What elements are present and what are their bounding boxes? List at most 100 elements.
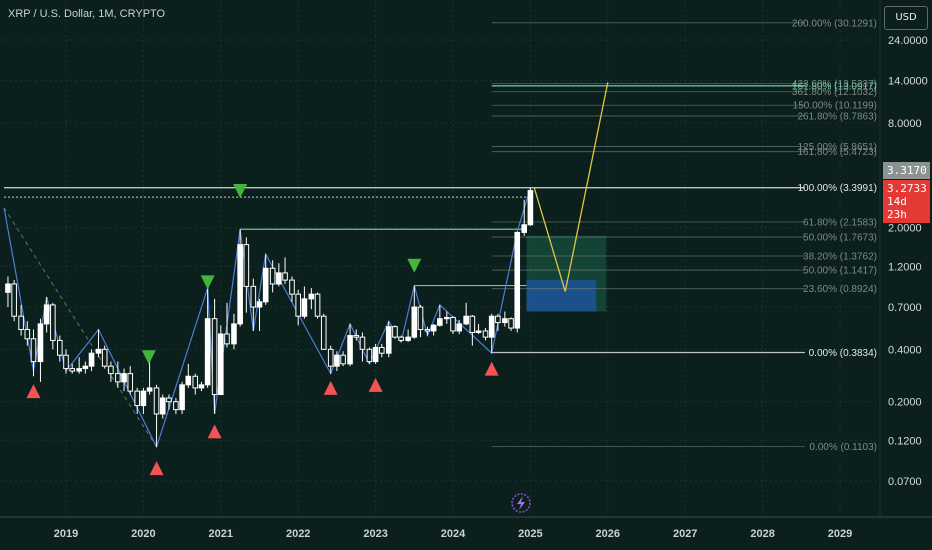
fib-level-label: 50.00% (1.1417) [803, 266, 877, 277]
x-tick-label: 2026 [596, 528, 620, 540]
candle-body [340, 354, 346, 365]
candle-body [18, 315, 24, 331]
y-axis-ticks: 24.0000 14.0000 8.0000 2.0000 1.2000 0.7000 0.… [888, 35, 928, 488]
fib-level-label: 23.60% (0.8924) [803, 284, 877, 295]
candle-body [398, 336, 404, 341]
candle-body [488, 315, 495, 338]
up-triangle-marker [323, 380, 338, 395]
candle-body [218, 333, 224, 395]
y-tick-label: 14.0000 [888, 76, 928, 88]
down-triangle-marker [141, 350, 156, 365]
projection [533, 82, 609, 292]
candle-body [159, 397, 166, 415]
fib-level-label: 150.00% (10.1199) [793, 101, 877, 112]
candle-body [250, 285, 257, 308]
x-tick-label: 2020 [131, 528, 155, 540]
candle-body [204, 318, 211, 386]
candle-body [424, 329, 431, 332]
candle-body [521, 224, 528, 233]
x-tick-label: 2022 [286, 528, 310, 540]
candle-body [301, 298, 308, 317]
x-tick-label: 2025 [518, 528, 542, 540]
candle-body [88, 352, 95, 367]
candle-body [334, 354, 340, 367]
candle-body [24, 329, 31, 340]
x-tick-label: 2021 [209, 528, 233, 540]
candle-body [256, 301, 263, 308]
candle-body [121, 373, 127, 383]
fib-level-label: 261.80% (8.7863) [797, 111, 877, 122]
candle-body [469, 315, 476, 333]
fib-level-label: 0.00% (0.1103) [809, 442, 877, 453]
down-triangle-marker [407, 258, 422, 273]
y-tick-label: 24.0000 [888, 35, 928, 47]
candle-body [527, 190, 534, 226]
flash-icon[interactable] [511, 493, 531, 513]
candle-body [385, 326, 392, 354]
candle-body [508, 318, 514, 329]
fib-level-label: 361.80% (12.1032) [792, 87, 877, 98]
down-triangle-marker [200, 275, 215, 290]
x-axis-ticks: 2019 2020 2021 2022 2023 2024 2025 2026 2027 2028… [54, 528, 852, 540]
candle-body [475, 330, 482, 333]
candle-body [43, 304, 50, 325]
currency-button[interactable]: USD [884, 6, 928, 30]
candle-body [295, 293, 301, 317]
candle-body [366, 348, 373, 363]
candle-body [76, 368, 82, 372]
candle-body [134, 390, 141, 407]
x-tick-label: 2027 [673, 528, 697, 540]
fib-level-label: 100.00% (3.3991) [797, 183, 877, 194]
candle-body [115, 373, 121, 383]
pivot-markers [26, 184, 499, 476]
candle-body [11, 283, 17, 317]
candle-body [450, 316, 456, 332]
candle-body [411, 306, 418, 338]
candle-body [392, 326, 398, 338]
projection-path [533, 82, 609, 292]
y-tick-label: 0.1200 [888, 435, 922, 447]
candle-body [5, 283, 11, 293]
candle-body [140, 390, 147, 407]
candle-body [405, 336, 411, 341]
blue-zone [526, 280, 597, 312]
candle-body [50, 304, 56, 341]
y-tick-label: 0.2000 [888, 397, 922, 409]
candle-body [243, 244, 250, 287]
candle-body [269, 267, 276, 285]
candle-body [101, 348, 108, 367]
candle-body [282, 272, 288, 281]
candles [5, 187, 534, 447]
x-tick-label: 2028 [750, 528, 774, 540]
up-triangle-marker [484, 361, 499, 376]
candle-body [262, 267, 269, 303]
fib-level-label: 38.20% (1.3762) [803, 251, 877, 262]
candle-body [417, 306, 424, 331]
candle-body [276, 272, 282, 285]
target-zones [526, 235, 607, 312]
y-tick-label: 0.7000 [888, 302, 922, 314]
candle-body [198, 384, 205, 389]
current-price: 3.2733 [887, 182, 927, 195]
candle-body [444, 316, 450, 320]
up-triangle-marker [207, 424, 222, 439]
y-tick-label: 1.2000 [888, 261, 922, 273]
x-tick-label: 2019 [54, 528, 78, 540]
candle-body [437, 318, 443, 326]
candle-body [372, 346, 379, 363]
candle-body [502, 318, 508, 324]
up-triangle-marker [368, 377, 383, 392]
candle-body [127, 373, 134, 392]
candle-body [320, 315, 327, 350]
candle-body [378, 346, 385, 354]
candle-body [82, 365, 89, 370]
fib-level-label: 200.00% (30.1291) [792, 18, 877, 29]
candle-body [173, 401, 179, 411]
fib-level-label: 125.00% (5.8651) [797, 142, 877, 153]
candle-body [430, 324, 437, 332]
candle-body [108, 365, 114, 375]
chart-title: XRP / U.S. Dollar, 1M, CRYPTO [8, 8, 166, 20]
candle-body [63, 354, 69, 370]
candle-body [231, 323, 237, 345]
